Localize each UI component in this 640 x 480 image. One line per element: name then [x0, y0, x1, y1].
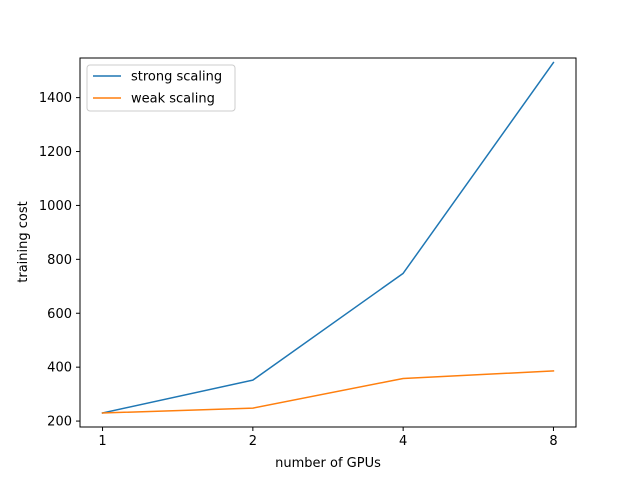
x-axis-label: number of GPUs	[275, 456, 381, 471]
y-axis-label: training cost	[16, 201, 31, 282]
series-line-weak-scaling	[101, 370, 555, 414]
legend-box	[86, 64, 236, 112]
y-tick-label: 200	[47, 415, 72, 430]
y-tick-label: 800	[47, 253, 72, 268]
y-tick-label: 400	[47, 361, 72, 376]
series-line-strong-scaling	[101, 61, 555, 414]
axes-frame	[79, 57, 577, 428]
x-tick-label: 1	[98, 434, 106, 449]
y-tick-label: 1200	[39, 145, 72, 160]
y-tick-label: 1000	[39, 199, 72, 214]
x-tick-label: 2	[249, 434, 257, 449]
legend-label-weak-scaling: weak scaling	[131, 92, 215, 107]
x-tick-label: 4	[399, 434, 407, 449]
y-tick-label: 1400	[39, 91, 72, 106]
legend: strong scaling weak scaling	[86, 64, 236, 112]
x-tick-label: 8	[549, 434, 557, 449]
legend-label-strong-scaling: strong scaling	[131, 70, 222, 85]
ticks-layer: 1 2 4 8 200 400 600 800 1000 1200 1400	[39, 91, 558, 449]
y-tick-label: 600	[47, 307, 72, 322]
series-layer	[101, 61, 555, 414]
